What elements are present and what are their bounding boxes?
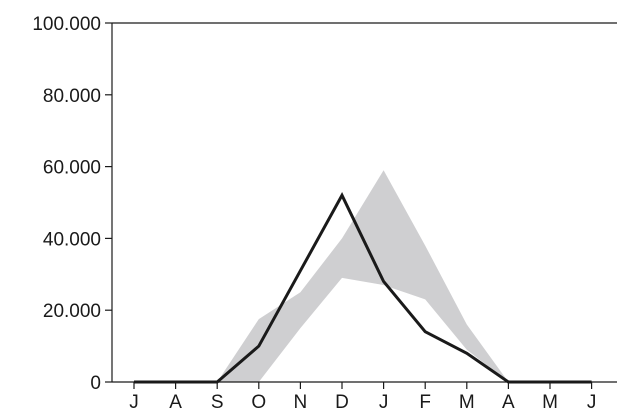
x-tick-label: N: [294, 392, 308, 412]
x-tick-label: M: [459, 392, 475, 412]
y-tick-label: 20.000: [43, 301, 101, 322]
label-layer: 0 20.000 40.000 60.000 80.000 100.000 J A S O N D J F…: [32, 14, 596, 412]
y-tick-label: 80.000: [43, 86, 101, 107]
x-tick-label: J: [129, 392, 139, 412]
axis-layer: [105, 22, 617, 389]
series-line: [134, 192, 592, 384]
x-tick-label: D: [335, 392, 349, 412]
x-tick-label: A: [502, 392, 515, 412]
y-tick-label: 100.000: [32, 14, 101, 35]
series-layer: [133, 192, 592, 384]
x-tick-label: M: [542, 392, 558, 412]
band-layer: [134, 170, 592, 382]
x-tick-label: J: [587, 392, 597, 412]
y-tick-label: 0: [90, 373, 101, 394]
x-tick-label: F: [419, 392, 431, 412]
y-tick-label: 60.000: [43, 158, 101, 179]
x-tick-label: S: [211, 392, 224, 412]
range-band: [134, 170, 592, 382]
x-tick-label: O: [251, 392, 266, 412]
x-tick-label: A: [169, 392, 182, 412]
y-tick-label: 40.000: [43, 229, 101, 250]
x-tick-label: J: [379, 392, 389, 412]
